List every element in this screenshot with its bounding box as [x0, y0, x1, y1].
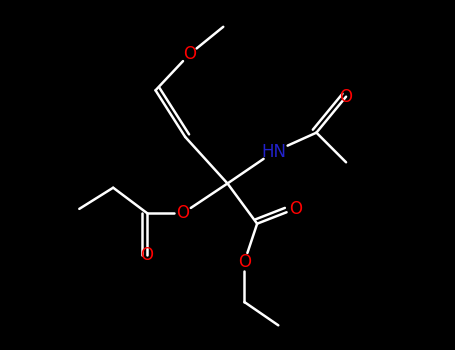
Text: O: O: [177, 204, 190, 222]
Text: O: O: [289, 200, 302, 218]
Text: O: O: [183, 45, 196, 63]
Text: O: O: [141, 246, 153, 265]
Text: O: O: [238, 253, 251, 271]
Text: O: O: [339, 88, 353, 106]
Text: HN: HN: [262, 143, 287, 161]
